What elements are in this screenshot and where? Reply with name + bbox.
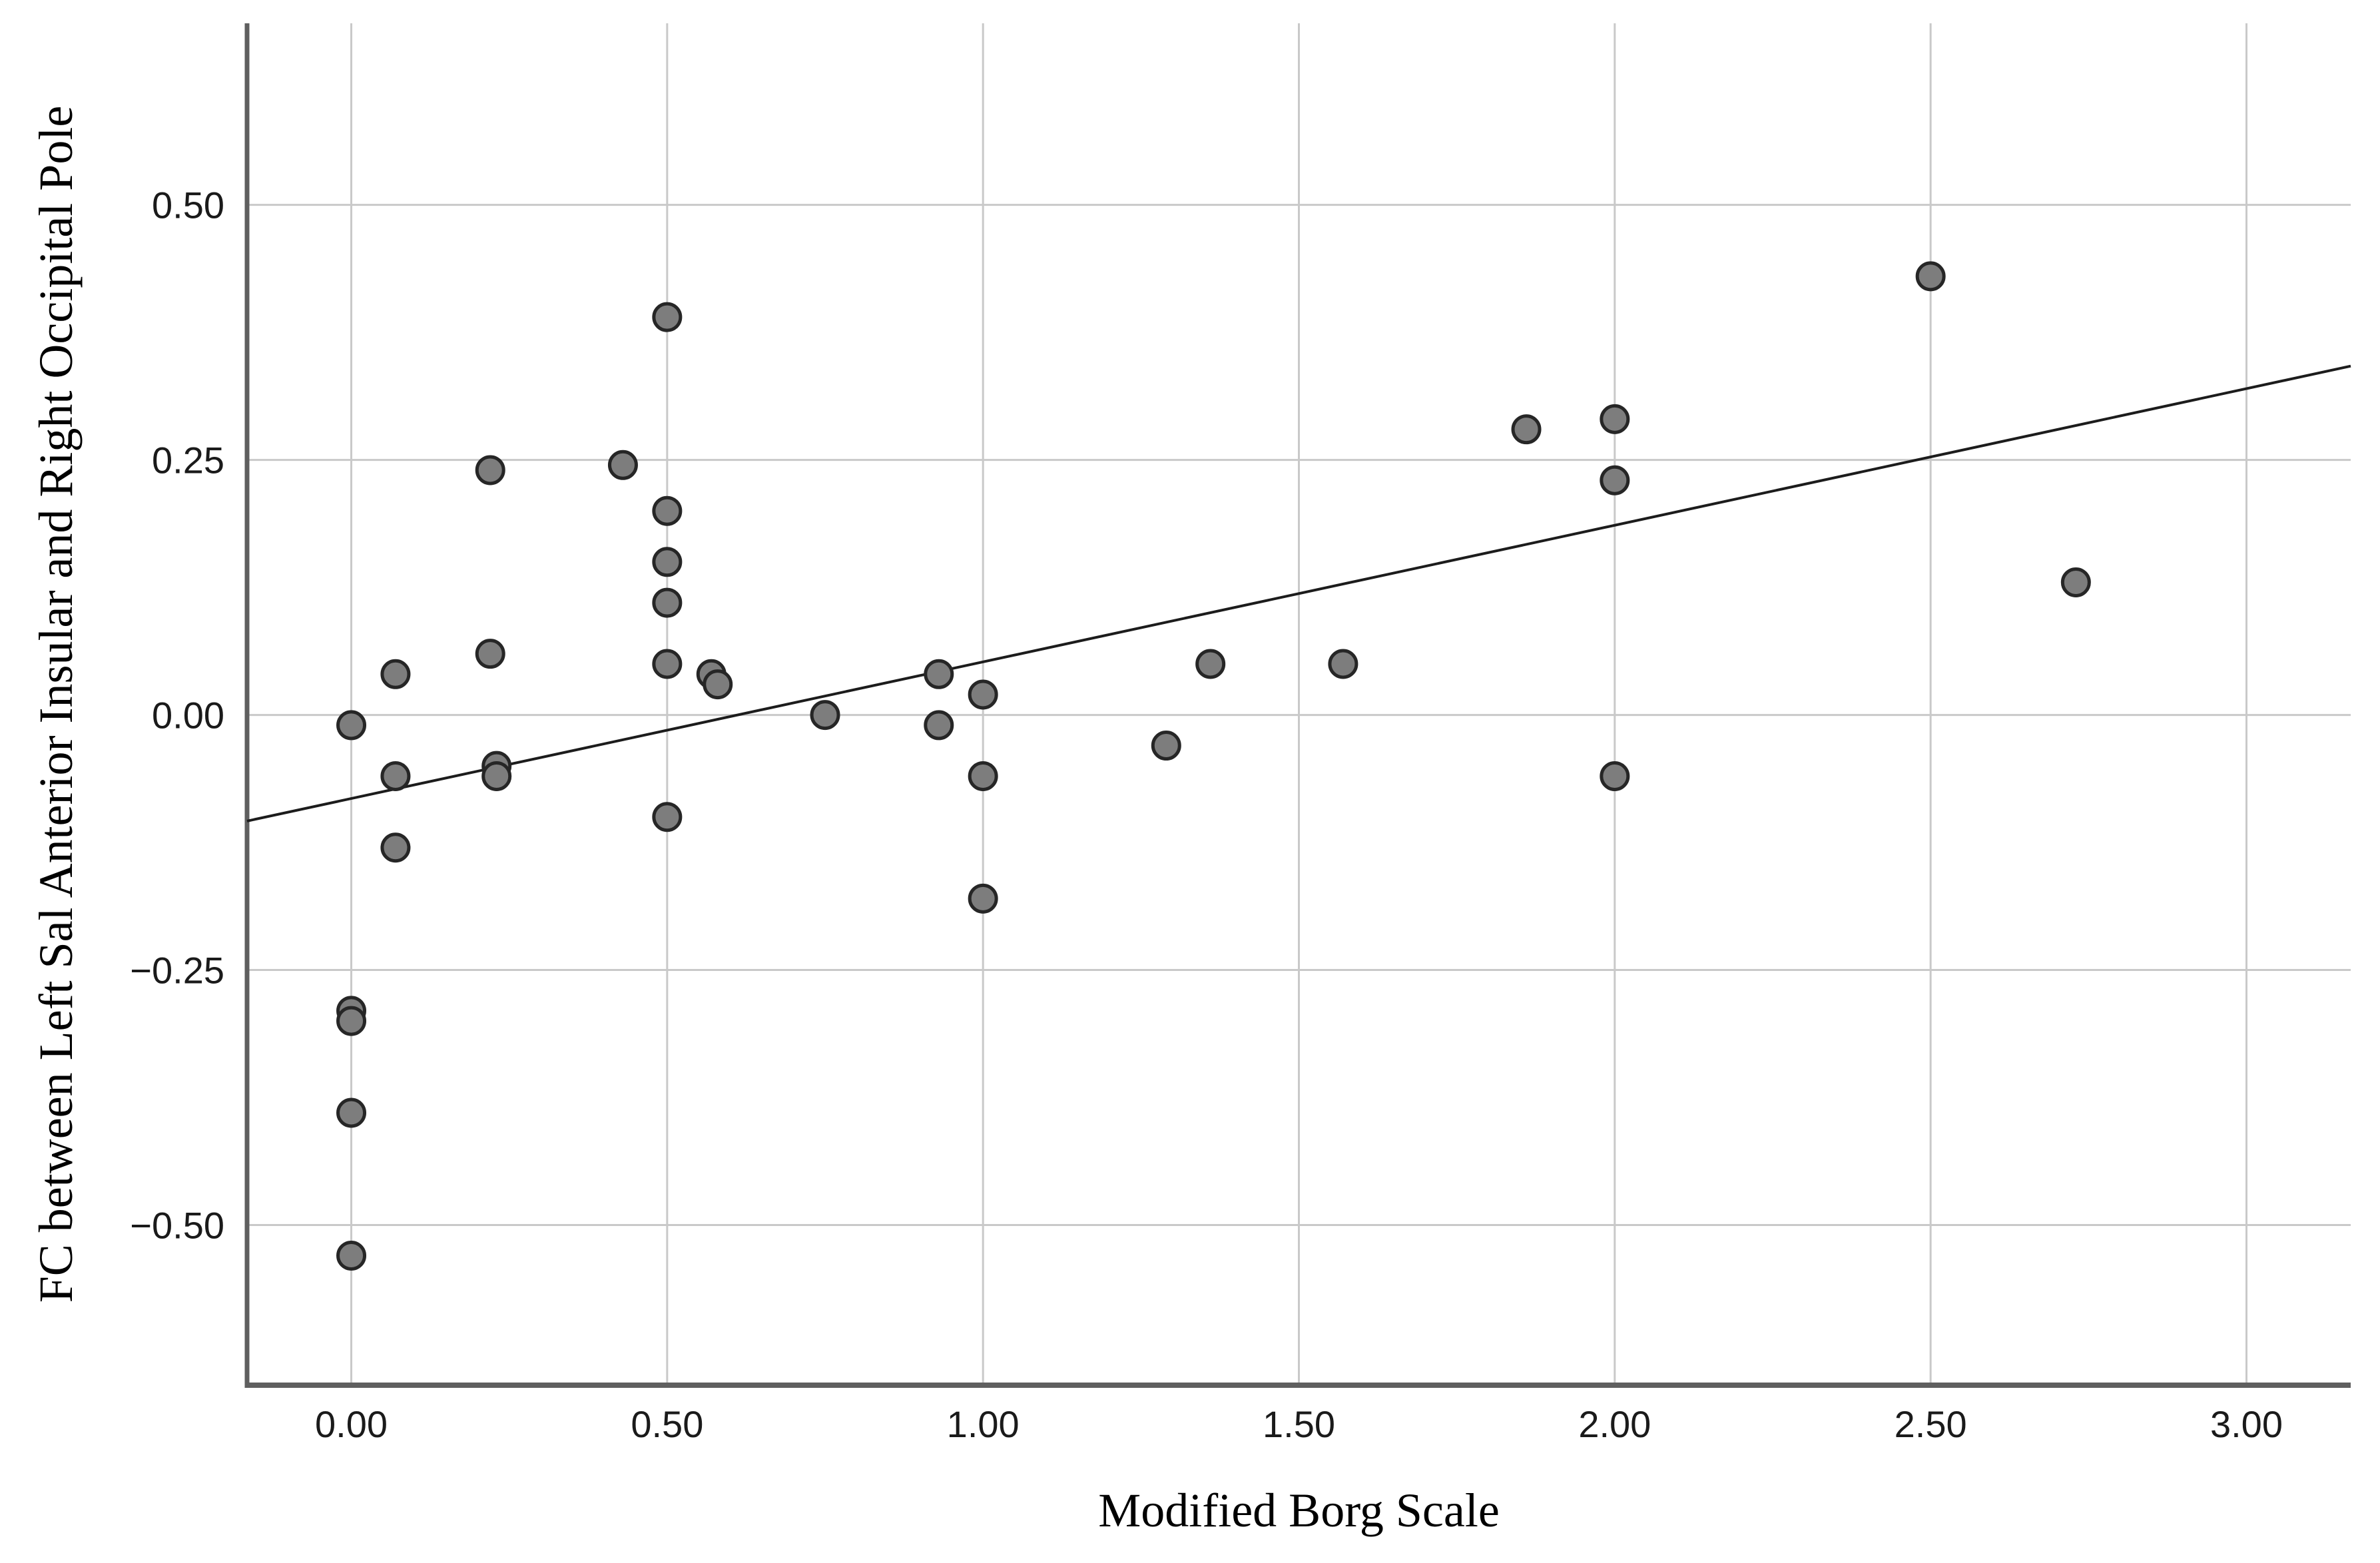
data-point bbox=[652, 547, 683, 577]
regression-line bbox=[246, 364, 2351, 822]
data-point bbox=[1151, 731, 1181, 761]
tick-labels: 0.00 0.50 1.00 1.50 2.00 2.50 3.00 0.50 0.25 0.00… bbox=[130, 184, 2283, 1445]
data-point bbox=[652, 649, 683, 679]
regression-line-layer bbox=[246, 364, 2351, 822]
data-point bbox=[1600, 465, 1630, 495]
data-point bbox=[475, 639, 505, 669]
data-point bbox=[968, 679, 998, 710]
axes bbox=[244, 23, 2351, 1388]
data-point bbox=[380, 761, 411, 791]
x-tick-label: 2.00 bbox=[1578, 1403, 1651, 1445]
data-point bbox=[1511, 414, 1542, 445]
data-point bbox=[1195, 649, 1226, 679]
y-tick-label: 0.25 bbox=[152, 440, 224, 481]
data-point bbox=[1600, 404, 1630, 434]
x-tick-label: 0.00 bbox=[315, 1403, 388, 1445]
x-tick-label: 0.50 bbox=[631, 1403, 703, 1445]
gridlines bbox=[247, 23, 2351, 1385]
data-point bbox=[1600, 761, 1630, 791]
data-point bbox=[968, 761, 998, 791]
data-point bbox=[380, 832, 411, 863]
data-point bbox=[652, 587, 683, 618]
y-tick-label: 0.50 bbox=[152, 184, 224, 226]
data-point bbox=[652, 802, 683, 832]
data-point bbox=[652, 302, 683, 332]
data-point bbox=[1915, 261, 1946, 292]
data-point bbox=[2060, 567, 2091, 597]
data-point bbox=[703, 669, 733, 700]
data-points-layer bbox=[336, 261, 2091, 1271]
data-point bbox=[336, 1240, 367, 1271]
data-point bbox=[380, 659, 411, 689]
y-tick-label: 0.00 bbox=[152, 695, 224, 737]
data-point bbox=[607, 450, 638, 480]
y-tick-label: −0.50 bbox=[130, 1205, 224, 1247]
data-point bbox=[475, 455, 505, 485]
data-point bbox=[968, 883, 998, 914]
x-tick-label: 1.50 bbox=[1263, 1403, 1335, 1445]
y-axis-title: FC between Left Sal Anterior Insular and… bbox=[29, 106, 83, 1303]
data-point bbox=[1328, 649, 1358, 679]
x-tick-label: 2.50 bbox=[1895, 1403, 1967, 1445]
y-tick-label: −0.25 bbox=[130, 950, 224, 992]
data-point bbox=[924, 659, 954, 689]
data-point bbox=[336, 1006, 367, 1036]
x-axis-title: Modified Borg Scale bbox=[1098, 1484, 1500, 1537]
x-tick-label: 3.00 bbox=[2210, 1403, 2283, 1445]
x-tick-label: 1.00 bbox=[947, 1403, 1020, 1445]
data-point bbox=[336, 710, 367, 741]
data-point bbox=[924, 710, 954, 741]
data-point bbox=[810, 700, 840, 731]
data-point bbox=[336, 1097, 367, 1128]
data-point bbox=[481, 761, 512, 791]
data-point bbox=[652, 495, 683, 526]
